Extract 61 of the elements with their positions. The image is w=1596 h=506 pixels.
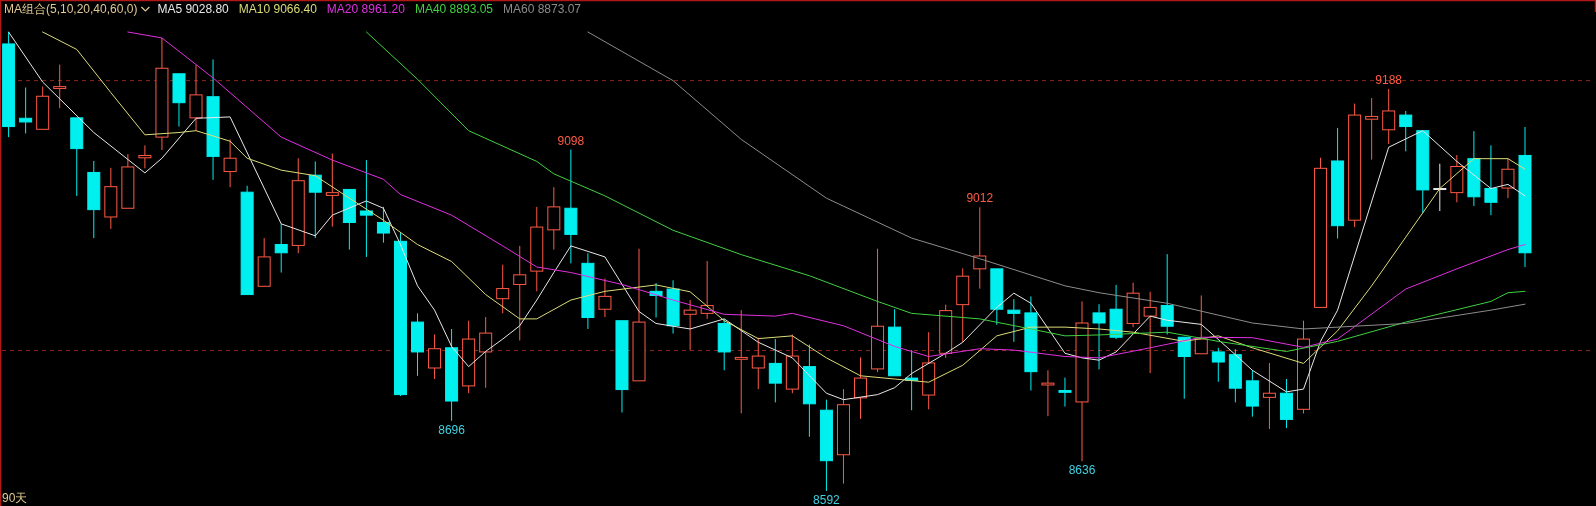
- candlestick: [479, 316, 493, 389]
- candlestick: [513, 245, 527, 341]
- annotation: 8696: [438, 422, 466, 437]
- candlestick: [751, 337, 765, 390]
- candlestick: [956, 267, 970, 343]
- candlestick: [104, 167, 118, 230]
- candlestick: [547, 186, 561, 251]
- candlestick: [138, 144, 152, 169]
- series-label: MA60 8873.07: [502, 2, 582, 16]
- candlestick: [1126, 282, 1140, 328]
- candlestick: [1058, 377, 1072, 408]
- annotation: 8592: [813, 493, 841, 506]
- candlestick: [1518, 126, 1532, 268]
- candlestick: [53, 64, 67, 109]
- text: MA40 8893.05: [414, 2, 494, 16]
- text: MA10 9066.40: [238, 2, 318, 16]
- candlestick: [768, 338, 782, 403]
- candlestick: [1092, 303, 1106, 370]
- chart-title: MA组合(5,10,20,40,60,0): [4, 2, 138, 16]
- candlestick: [802, 344, 816, 438]
- annotation: 8636: [1068, 463, 1096, 478]
- candlestick: [530, 206, 544, 292]
- annotation: 9188: [1375, 72, 1403, 87]
- candlestick: [922, 331, 936, 410]
- candlestick: [973, 206, 987, 290]
- candlestick: [734, 309, 748, 414]
- candlestick: [189, 64, 203, 132]
- candlestick: [1262, 362, 1276, 430]
- annotation: 90天: [2, 491, 28, 505]
- candlestick: [666, 279, 680, 335]
- candlestick: [87, 160, 101, 239]
- candlestick: [683, 299, 697, 351]
- candlestick: [155, 37, 169, 151]
- annotation: 9098: [557, 133, 585, 148]
- candlestick: [1041, 369, 1055, 417]
- candlestick: [1007, 298, 1021, 343]
- candlestick: [819, 399, 833, 492]
- candlestick: [223, 138, 237, 188]
- text: MA20 8961.20: [326, 2, 406, 16]
- annotation: 9012: [966, 191, 994, 206]
- candlestick: [1484, 144, 1498, 216]
- candlestick: [581, 252, 595, 330]
- candlestick: [564, 149, 578, 264]
- candlestick: [1024, 295, 1038, 391]
- candlestick: [308, 160, 322, 239]
- candlestick: [1331, 127, 1345, 240]
- candlestick: [428, 333, 442, 380]
- candlestick: [19, 87, 33, 134]
- text: MA5 9028.80: [157, 2, 230, 16]
- candlestick: [598, 277, 612, 318]
- candlestick: [1467, 130, 1481, 207]
- candlestick: [1501, 158, 1515, 199]
- candlestick: [274, 223, 288, 274]
- candlestick: [1382, 88, 1396, 145]
- candlestick: [325, 153, 339, 228]
- candlestick: [1365, 97, 1379, 161]
- candlestick: [854, 356, 868, 420]
- candlestick: [1109, 284, 1123, 340]
- candlestick: [359, 159, 373, 258]
- candlestick: [1075, 300, 1089, 462]
- candlestick: [206, 59, 220, 181]
